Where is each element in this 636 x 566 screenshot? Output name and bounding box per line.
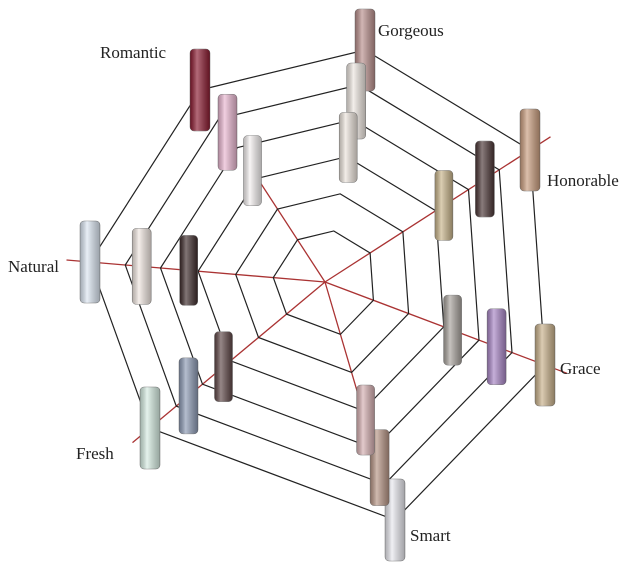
product bbox=[339, 112, 357, 182]
product bbox=[244, 136, 262, 206]
web-ring bbox=[161, 120, 480, 449]
product-shade bbox=[357, 385, 375, 455]
product-shade bbox=[244, 136, 262, 206]
radar-diagram: Romantic Gorgeous Honorable Grace Smart … bbox=[0, 0, 636, 566]
product bbox=[475, 141, 494, 217]
product bbox=[435, 170, 453, 240]
product bbox=[520, 109, 540, 191]
product-shade bbox=[487, 309, 506, 385]
product-shade bbox=[520, 109, 540, 191]
product bbox=[218, 94, 237, 170]
label-fresh: Fresh bbox=[76, 444, 114, 463]
product bbox=[487, 309, 506, 385]
label-natural: Natural bbox=[8, 257, 59, 276]
product bbox=[215, 332, 233, 402]
product bbox=[179, 358, 198, 434]
product-shade bbox=[444, 295, 462, 365]
product bbox=[535, 324, 555, 406]
product-shade bbox=[140, 387, 160, 469]
product bbox=[357, 385, 375, 455]
product bbox=[180, 235, 198, 305]
product-shade bbox=[435, 170, 453, 240]
product-shade bbox=[190, 49, 210, 131]
product-shade bbox=[179, 358, 198, 434]
label-honorable: Honorable bbox=[547, 171, 619, 190]
label-grace: Grace bbox=[560, 359, 601, 378]
label-gorgeous: Gorgeous bbox=[378, 21, 444, 40]
product-shade bbox=[339, 112, 357, 182]
web-ring bbox=[236, 194, 409, 373]
product-shade bbox=[80, 221, 100, 303]
product-shade bbox=[475, 141, 494, 217]
product-shade bbox=[132, 228, 151, 304]
product bbox=[80, 221, 100, 303]
product bbox=[140, 387, 160, 469]
label-romantic: Romantic bbox=[100, 43, 167, 62]
product-shade bbox=[180, 235, 198, 305]
product-shade bbox=[215, 332, 233, 402]
product bbox=[132, 228, 151, 304]
product bbox=[190, 49, 210, 131]
product bbox=[444, 295, 462, 365]
label-smart: Smart bbox=[410, 526, 451, 545]
product-shade bbox=[535, 324, 555, 406]
product-shade bbox=[218, 94, 237, 170]
products bbox=[80, 9, 555, 561]
